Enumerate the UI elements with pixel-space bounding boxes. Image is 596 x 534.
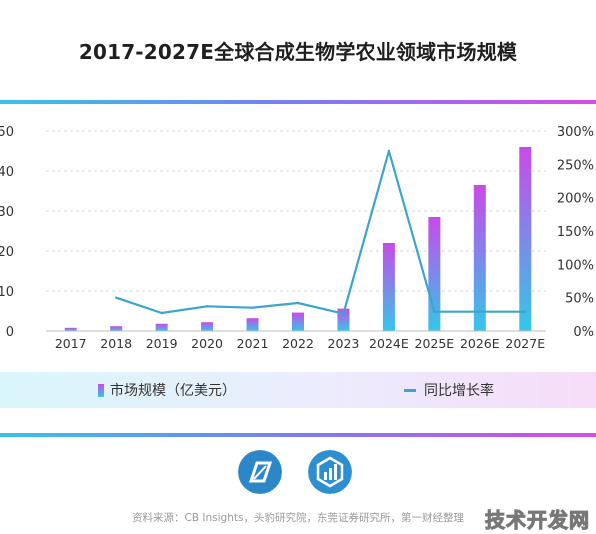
y-left-tick-label: 30 — [0, 205, 14, 220]
bar — [337, 308, 350, 331]
line-point — [342, 312, 345, 315]
x-tick-label: 2022 — [282, 336, 314, 351]
y-right-tick-label: 50% — [565, 292, 594, 307]
x-tick-label: 2018 — [100, 336, 132, 351]
x-tick-label: 2020 — [191, 336, 223, 351]
x-tick-label: 2027E — [505, 336, 545, 351]
y-left-tick-label: 10 — [0, 285, 14, 300]
x-tick-label: 2021 — [237, 336, 269, 351]
bar — [519, 147, 532, 331]
bar — [292, 312, 304, 331]
line-point — [433, 310, 436, 313]
x-tick-label: 2023 — [328, 336, 360, 351]
watermark: 技术开发网 — [485, 508, 590, 533]
brand-logo-right-icon — [308, 450, 352, 494]
source-note: 资料来源：CB Insights，头豹研究院，东莞证券研究所，第一财经整理 — [132, 512, 464, 524]
top-accent-divider — [0, 100, 596, 104]
chart-area: 0 10 20 30 40 50 0% 50% 100% 150% 200% 250% 300% 2017… — [0, 125, 594, 351]
legend-item-bars: 市场规模（亿美元） — [98, 372, 236, 408]
y-left-tick-label: 0 — [6, 325, 14, 340]
bar — [155, 323, 168, 331]
legend-line-label: 同比增长率 — [424, 383, 494, 399]
line-point — [296, 301, 300, 305]
legend-item-line: 同比增长率 — [404, 372, 494, 408]
bar — [246, 318, 259, 331]
line-swatch-icon — [404, 388, 416, 392]
y-right-tick-label: 150% — [557, 225, 594, 240]
bar-swatch-icon — [98, 383, 104, 397]
bar — [64, 327, 77, 331]
bottom-accent-divider — [0, 433, 596, 437]
line-point — [387, 149, 391, 153]
x-tick-label: 2026E — [460, 336, 500, 351]
y-right-tick-label: 300% — [557, 125, 594, 140]
line-point — [251, 306, 254, 309]
y-left-tick-label: 50 — [0, 125, 14, 140]
x-tick-label: 2017 — [55, 336, 87, 351]
y-right-tick-label: 100% — [557, 258, 594, 273]
bar — [428, 217, 441, 331]
x-tick-label: 2024E — [369, 336, 409, 351]
bar — [473, 185, 486, 331]
bar — [201, 322, 214, 331]
y-right-tick-label: 250% — [557, 158, 594, 173]
y-left-tick-label: 40 — [0, 165, 14, 180]
line-point — [524, 310, 527, 313]
line-point — [160, 311, 163, 315]
legend-bar-label: 市场规模（亿美元） — [110, 383, 236, 399]
line-point — [114, 296, 118, 299]
y-right-tick-label: 0% — [573, 325, 594, 340]
bar — [382, 243, 395, 331]
y-right-tick-label: 200% — [557, 192, 594, 207]
x-tick-label: 2019 — [146, 336, 178, 351]
line-point — [478, 310, 482, 313]
x-tick-label: 2025E — [415, 336, 455, 351]
growth-rate-line — [115, 149, 526, 315]
chart-title: 2017-2027E全球合成生物学农业领域市场规模 — [78, 40, 518, 64]
line-point — [205, 305, 209, 308]
brand-logo-left-icon — [238, 450, 282, 494]
bar — [110, 326, 123, 331]
y-left-tick-label: 20 — [0, 245, 14, 260]
legend: 市场规模（亿美元） 同比增长率 — [0, 372, 596, 408]
